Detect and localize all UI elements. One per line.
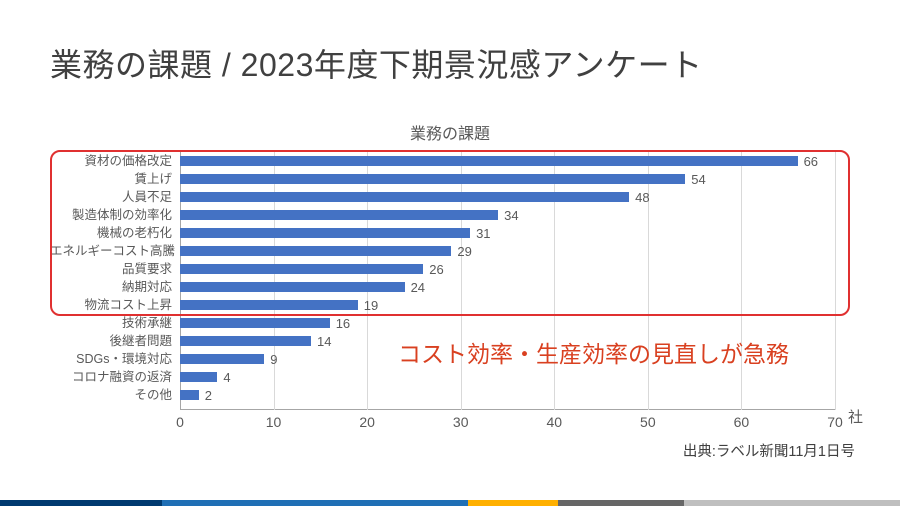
category-label: コロナ融資の返済 [50, 371, 172, 384]
page-title: 業務の課題 / 2023年度下期景況感アンケート [50, 40, 703, 86]
category-label: その他 [50, 389, 172, 402]
grid-line [367, 150, 368, 410]
x-tick-label: 50 [640, 414, 656, 430]
value-label: 16 [336, 317, 350, 330]
bar [180, 300, 358, 310]
category-label: 物流コスト上昇 [50, 299, 172, 312]
category-label: 納期対応 [50, 281, 172, 294]
value-label: 19 [364, 299, 378, 312]
grid-line [835, 150, 836, 410]
bar [180, 174, 685, 184]
value-label: 26 [429, 263, 443, 276]
category-label: 品質要求 [50, 263, 172, 276]
x-tick-label: 30 [453, 414, 469, 430]
value-label: 48 [635, 191, 649, 204]
footer-segment [0, 500, 162, 506]
value-label: 34 [504, 209, 518, 222]
x-axis [180, 409, 835, 410]
bar [180, 336, 311, 346]
category-label: 後継者問題 [50, 335, 172, 348]
chart-area: 010203040506070 資材の価格改定賃上げ人員不足製造体制の効率化機械… [50, 150, 835, 430]
x-tick-label: 20 [359, 414, 375, 430]
value-label: 9 [270, 353, 277, 366]
category-label: 賃上げ [50, 173, 172, 186]
value-label: 14 [317, 335, 331, 348]
y-axis [180, 150, 181, 410]
bar [180, 210, 498, 220]
footer-segment [468, 500, 558, 506]
category-label: SDGs・環境対応 [50, 353, 172, 366]
value-label: 4 [223, 371, 230, 384]
callout-text: コスト効率・生産効率の見直しが急務 [398, 335, 789, 369]
x-tick-label: 40 [546, 414, 562, 430]
category-label: 技術承継 [50, 317, 172, 330]
bar [180, 246, 451, 256]
category-label: エネルギーコスト高騰 [50, 245, 172, 258]
grid-line [554, 150, 555, 410]
bar [180, 282, 405, 292]
grid-line [274, 150, 275, 410]
value-label: 31 [476, 227, 490, 240]
grid-line [461, 150, 462, 410]
source-text: 出典:ラベル新聞11月1日号 [683, 440, 855, 461]
bar [180, 354, 264, 364]
grid-line [648, 150, 649, 410]
x-tick-label: 0 [176, 414, 184, 430]
category-label: 人員不足 [50, 191, 172, 204]
bar [180, 372, 217, 382]
grid-line [741, 150, 742, 410]
footer-segment [162, 500, 468, 506]
bar [180, 264, 423, 274]
footer-segment [558, 500, 684, 506]
x-tick-label: 70 [827, 414, 843, 430]
category-label: 資材の価格改定 [50, 155, 172, 168]
footer-accent-bar [0, 500, 900, 506]
x-tick-label: 60 [734, 414, 750, 430]
bar [180, 390, 199, 400]
value-label: 66 [804, 155, 818, 168]
bar [180, 192, 629, 202]
axis-unit-label: 社 [848, 406, 863, 427]
chart-title: 業務の課題 [0, 120, 900, 144]
category-label: 製造体制の効率化 [50, 209, 172, 222]
category-label: 機械の老朽化 [50, 227, 172, 240]
bar [180, 156, 798, 166]
bar [180, 318, 330, 328]
value-label: 2 [205, 389, 212, 402]
bar [180, 228, 470, 238]
footer-segment [684, 500, 900, 506]
x-tick-label: 10 [266, 414, 282, 430]
value-label: 29 [457, 245, 471, 258]
value-label: 24 [411, 281, 425, 294]
plot-area: 010203040506070 [180, 150, 835, 410]
value-label: 54 [691, 173, 705, 186]
